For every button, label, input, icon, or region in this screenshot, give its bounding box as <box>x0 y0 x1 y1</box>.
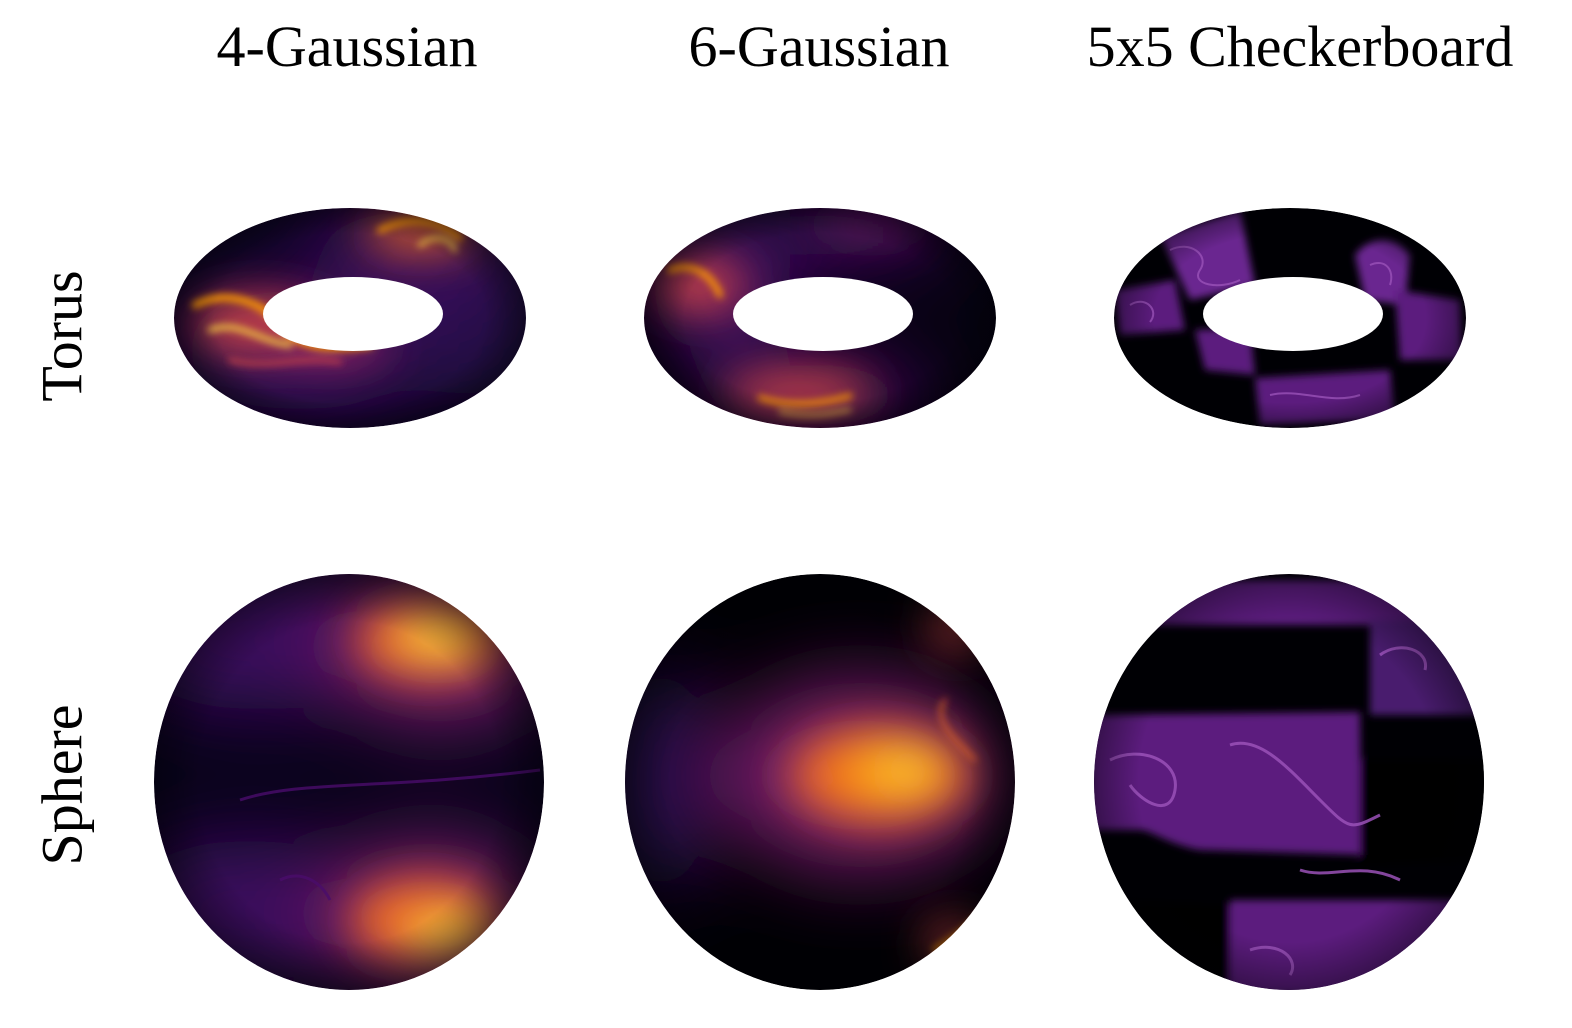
sphere-6-gaussian-panel <box>625 574 1015 990</box>
column-title-6-gaussian: 6-Gaussian <box>688 14 950 79</box>
sphere-4-gaussian-panel <box>154 574 544 990</box>
column-title-4-gaussian: 4-Gaussian <box>216 14 478 79</box>
sphere-checkerboard-panel <box>1094 574 1484 990</box>
torus-checkerboard-panel <box>1114 208 1466 428</box>
torus-6-gaussian-panel <box>644 205 996 430</box>
torus-4-gaussian-panel <box>174 208 530 428</box>
column-title-checkerboard: 5x5 Checkerboard <box>1086 14 1514 79</box>
